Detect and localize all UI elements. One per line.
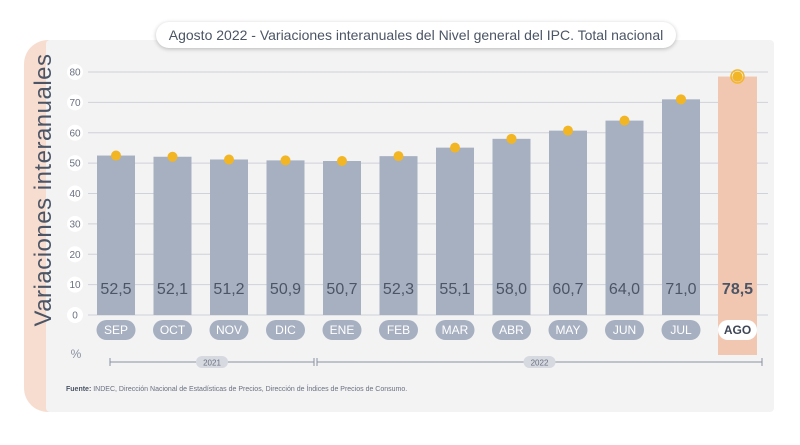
bar [605,120,644,315]
year-pill [196,356,228,368]
bar-marker [337,155,347,166]
category-label: SEP [104,323,128,337]
category-pill [718,320,757,340]
y-tick-bubble [67,185,83,202]
y-tick-label: 70 [69,98,81,109]
bar-value-label: 50,9 [270,281,301,298]
y-tick-bubble [67,124,83,141]
y-tick-label: 60 [69,128,81,139]
bar-marker-ring [730,69,745,84]
bar-marker [676,94,686,105]
bar-marker [732,71,743,82]
category-label: DIC [275,323,296,337]
bar [153,156,192,315]
category-label: JUN [613,323,636,337]
bar-marker [619,115,630,126]
bar-highlight [718,76,757,356]
bar-value-label: 51,2 [213,281,244,298]
category-label: ABR [499,323,524,337]
category-label: MAR [442,323,469,337]
category-label: JUL [670,323,692,337]
bar-marker [506,133,517,144]
bar-value-label: 52,3 [383,281,414,298]
year-label: 2021 [203,359,221,368]
category-label: AGO [724,323,751,337]
category-pill [661,320,701,340]
bar [436,147,474,315]
bar [549,130,587,315]
bar [266,160,305,315]
category-pill [605,320,644,340]
bar-value-label: 64,0 [609,281,640,298]
category-pill [435,320,475,340]
y-tick-bubble [67,94,83,111]
bar-value-label: 50,7 [326,281,357,298]
bar-value-label: 58,0 [496,281,527,298]
year-pill [523,356,556,368]
bar-value-label: 52,5 [100,281,131,298]
category-pill [153,320,192,340]
bar-marker [393,151,404,162]
bar-marker [280,155,291,166]
year-label: 2022 [531,359,549,368]
category-pill [322,320,362,340]
bar [323,160,361,315]
y-tick-bubble [67,215,83,232]
category-pill [492,320,531,340]
y-tick-label: 30 [69,219,81,230]
bar [662,99,700,316]
bar-marker [450,142,460,153]
bar-value-label: 71,0 [665,281,696,298]
bar-value-label: 60,7 [552,281,583,298]
category-pill [548,320,588,340]
category-pill [209,320,249,340]
bar [379,156,418,315]
category-pill [96,320,136,340]
category-label: ENE [330,323,355,337]
y-unit-label: % [71,347,82,361]
category-pill [266,320,305,340]
bar-marker [167,151,178,162]
y-tick-label: 50 [69,159,81,170]
bar [97,155,135,315]
y-tick-label: 10 [69,280,81,291]
y-tick-bubble [67,246,83,263]
chart-title: Agosto 2022 - Variaciones interanuales d… [156,22,676,48]
category-pill [379,320,418,340]
y-tick-label: 80 [69,68,81,79]
y-tick-bubble [67,276,83,293]
y-tick-label: 20 [69,250,81,261]
category-label: OCT [160,323,186,337]
category-label: FEB [387,323,410,337]
source-text: INDEC, Dirección Nacional de Estadística… [93,386,408,393]
category-label: MAY [555,323,580,337]
source-note: Fuente: INDEC, Dirección Nacional de Est… [66,386,407,393]
bar-value-label: 78,5 [722,281,753,298]
bar-marker [224,154,234,165]
bar [492,138,531,315]
bar-value-label: 52,1 [157,281,188,298]
bar-value-label: 55,1 [439,281,470,298]
y-tick-label: 40 [69,189,81,200]
y-tick-bubble [67,155,83,172]
category-label: NOV [216,323,242,337]
bar [210,159,248,315]
bar-marker [563,125,573,136]
y-tick-label: 0 [72,311,78,322]
y-tick-bubble [67,64,83,80]
bar-marker [111,150,121,161]
source-label: Fuente: [66,386,92,393]
y-tick-bubble [67,307,83,323]
